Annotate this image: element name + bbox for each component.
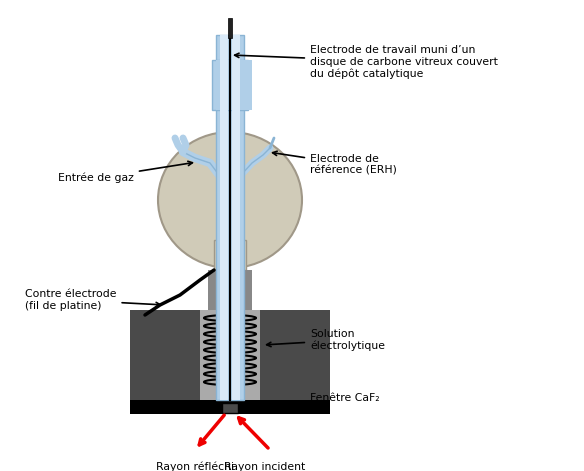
Bar [216, 60, 252, 110]
Bar [214, 240, 246, 270]
Ellipse shape [158, 132, 302, 268]
Text: Contre électrode
(fil de platine): Contre électrode (fil de platine) [25, 289, 161, 311]
Text: Rayon incident: Rayon incident [224, 462, 305, 471]
Bar [260, 310, 330, 400]
Bar [130, 400, 330, 414]
Bar [212, 60, 248, 110]
Bar [222, 403, 238, 413]
Bar [232, 35, 240, 400]
Text: Electrode de travail muni d’un
disque de carbone vitreux couvert
du dépôt cataly: Electrode de travail muni d’un disque de… [235, 45, 498, 79]
Text: Electrode de
référence (ERH): Electrode de référence (ERH) [273, 151, 397, 176]
Text: Solution
électrolytique: Solution électrolytique [267, 329, 385, 351]
Bar [200, 310, 260, 400]
Bar [220, 35, 228, 400]
Text: Rayon réfléchi: Rayon réfléchi [156, 462, 234, 471]
Bar [208, 270, 252, 310]
Text: Fenêtre CaF₂: Fenêtre CaF₂ [267, 393, 380, 406]
Bar [228, 18, 232, 38]
Text: Entrée de gaz: Entrée de gaz [58, 161, 192, 183]
Bar [130, 310, 200, 400]
Bar [216, 35, 244, 400]
